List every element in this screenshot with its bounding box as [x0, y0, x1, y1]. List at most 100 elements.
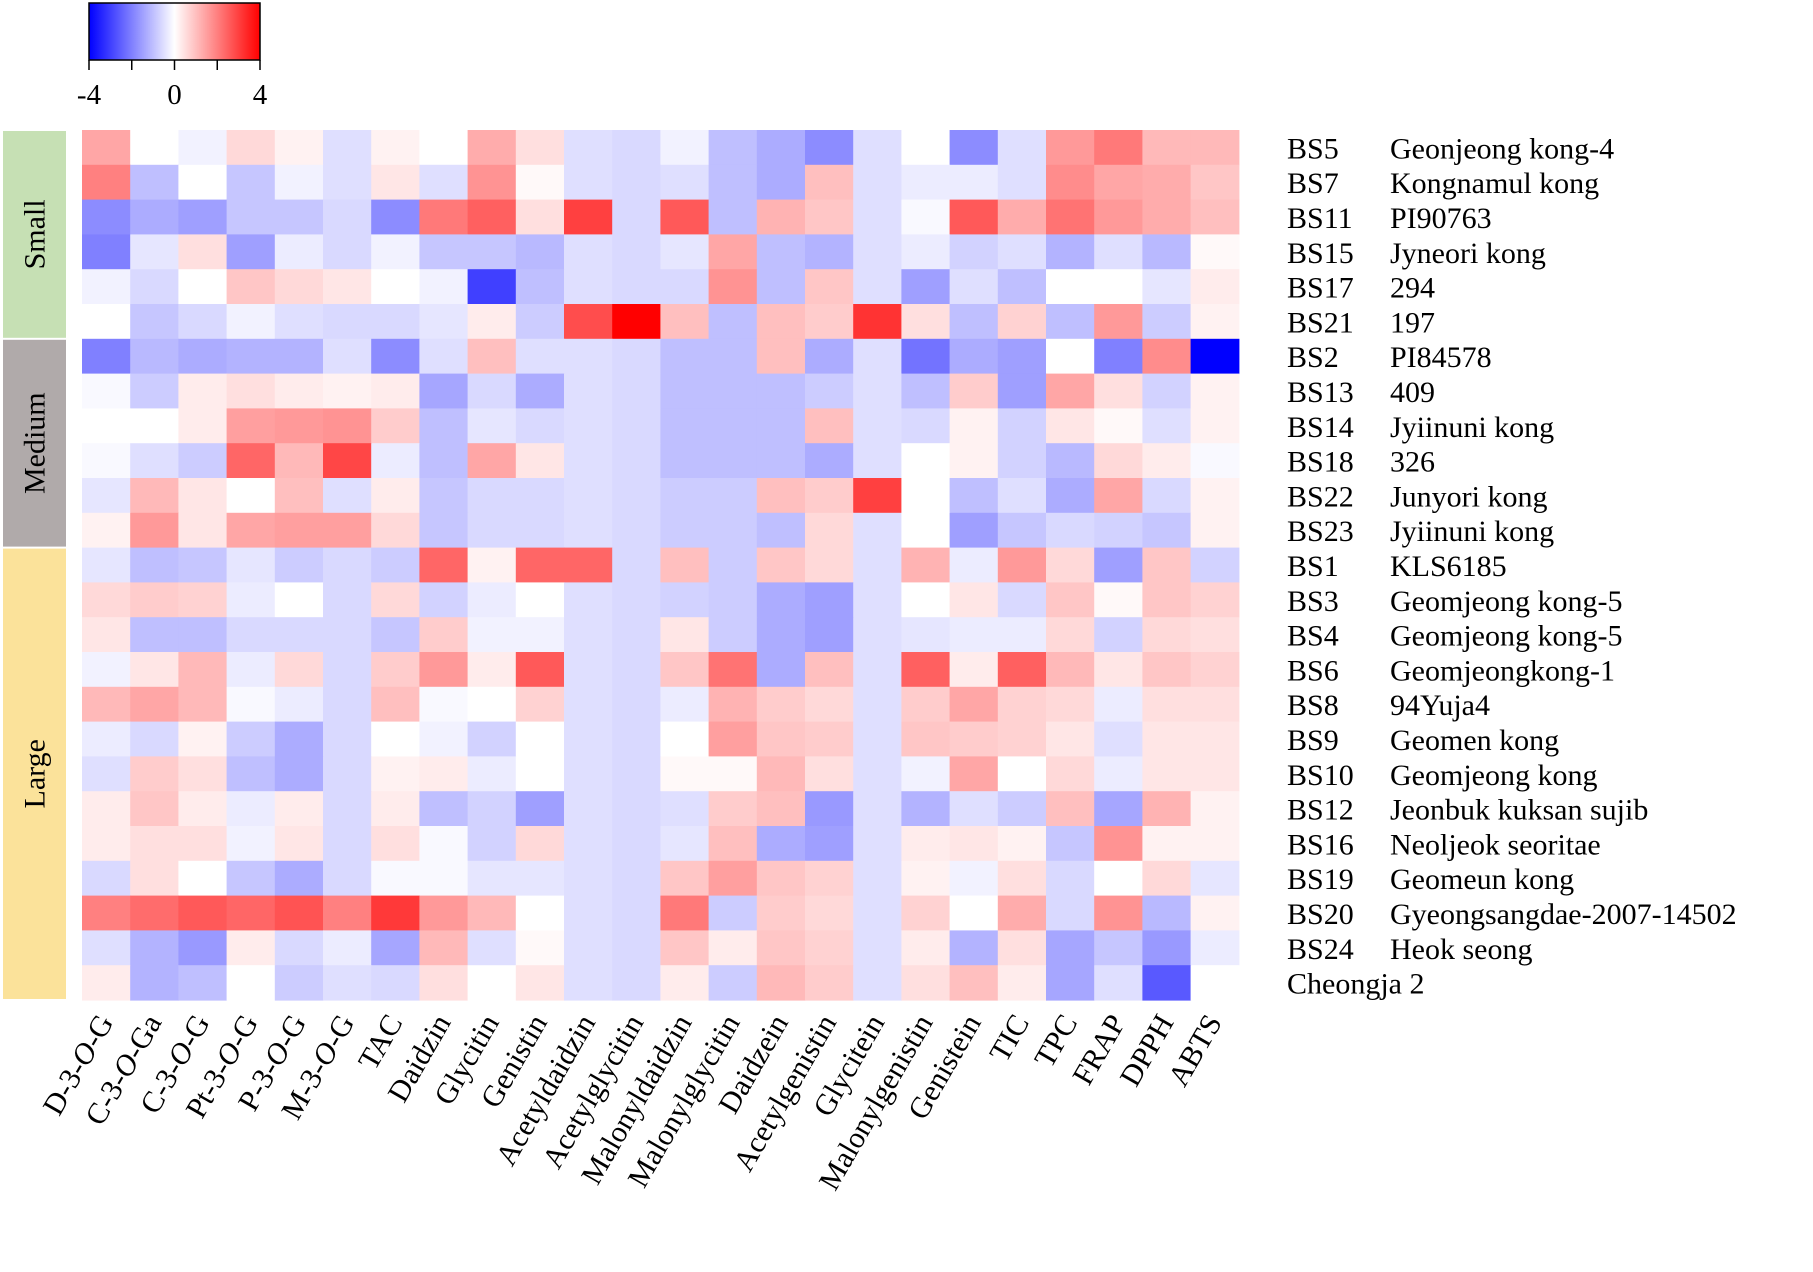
heatmap-cell: [853, 721, 902, 757]
heatmap-cell: [82, 965, 131, 1001]
row-label-name: PI90763: [1390, 202, 1492, 235]
heatmap-cell: [1094, 338, 1143, 375]
heatmap-cell: [805, 234, 854, 270]
heatmap-cell: [1094, 547, 1143, 583]
heatmap-cell: [371, 826, 420, 862]
heatmap-cell: [949, 304, 999, 340]
heatmap-cell: [467, 895, 517, 931]
row-label-name: 409: [1390, 376, 1435, 409]
heatmap-cell: [515, 791, 565, 827]
heatmap-cell: [274, 269, 324, 305]
row-label-code: BS3: [1287, 585, 1339, 618]
heatmap-cell: [708, 582, 758, 618]
heatmap-cell: [853, 443, 902, 479]
heatmap-cell: [226, 338, 276, 375]
heatmap-cell: [805, 826, 854, 862]
row-label-name: Gyeongsangdae-2007-14502: [1390, 898, 1737, 931]
heatmap-cell: [1094, 826, 1143, 862]
heatmap-cell: [756, 408, 806, 444]
heatmap-cell: [612, 930, 661, 966]
column-label: TIC: [983, 1009, 1036, 1067]
heatmap-cell: [1190, 930, 1240, 966]
heatmap-cell: [708, 895, 758, 931]
heatmap-cell: [997, 547, 1047, 583]
heatmap-cell: [419, 895, 469, 931]
heatmap-cell: [660, 234, 710, 270]
heatmap-cell: [756, 895, 806, 931]
row-label-code: BS15: [1287, 237, 1354, 270]
heatmap-cell: [1094, 930, 1143, 966]
row-label-name: Cheongja 2: [1287, 968, 1424, 1001]
heatmap-cell: [419, 582, 469, 618]
row-label-name: Jeonbuk kuksan sujib: [1390, 794, 1648, 827]
heatmap-cell: [853, 791, 902, 827]
row-label-code: BS6: [1287, 654, 1339, 687]
heatmap-cell: [805, 512, 854, 549]
heatmap-cell: [708, 269, 758, 305]
heatmap-cell: [564, 895, 613, 931]
row-label-name: Geomjeong kong: [1390, 759, 1597, 792]
heatmap-cell: [853, 965, 902, 1001]
heatmap-cell: [274, 304, 324, 340]
colorbar-tick-label: 0: [167, 79, 182, 111]
heatmap-cell: [323, 652, 372, 688]
heatmap-cell: [419, 199, 469, 235]
heatmap-cell: [371, 234, 420, 270]
heatmap-cell: [901, 826, 951, 862]
heatmap-cell: [1046, 930, 1095, 966]
group-bar: [3, 131, 66, 338]
heatmap-cell: [515, 408, 565, 444]
heatmap-cell: [82, 478, 131, 514]
heatmap-cell: [130, 234, 179, 270]
heatmap-cell: [1190, 443, 1240, 479]
heatmap-cell: [178, 721, 228, 757]
heatmap-cell: [756, 164, 806, 201]
heatmap-cell: [564, 826, 613, 862]
heatmap-cell: [564, 408, 613, 444]
heatmap-cell: [901, 860, 951, 897]
heatmap-cell: [853, 652, 902, 688]
heatmap-cell: [467, 373, 517, 409]
heatmap-cell: [853, 338, 902, 375]
row-label-code: BS18: [1287, 446, 1354, 479]
heatmap-cell: [178, 965, 228, 1001]
heatmap-cell: [564, 721, 613, 757]
heatmap-cell: [805, 930, 854, 966]
heatmap-cell: [1046, 547, 1095, 583]
heatmap-cell: [323, 965, 372, 1001]
heatmap-cell: [130, 338, 179, 375]
row-label-code: BS7: [1287, 167, 1339, 200]
heatmap-cell: [805, 408, 854, 444]
heatmap-cell: [901, 652, 951, 688]
heatmap-cell: [1142, 373, 1192, 409]
heatmap-cell: [949, 826, 999, 862]
heatmap-cell: [1190, 512, 1240, 549]
heatmap-cell: [660, 721, 710, 757]
heatmap-cell: [467, 965, 517, 1001]
heatmap-cell: [756, 652, 806, 688]
heatmap-cell: [274, 338, 324, 375]
heatmap-cell: [467, 269, 517, 305]
heatmap-cell: [82, 234, 131, 270]
heatmap-cell: [419, 826, 469, 862]
heatmap-cell: [467, 408, 517, 444]
heatmap-cell: [612, 686, 661, 723]
heatmap-cell: [660, 164, 710, 201]
heatmap-cell: [1190, 791, 1240, 827]
heatmap-cell: [419, 164, 469, 201]
heatmap-cell: [853, 686, 902, 723]
heatmap-cell: [612, 130, 661, 166]
heatmap-cell: [805, 269, 854, 305]
row-label-name: Neoljeok seoritae: [1390, 828, 1601, 861]
heatmap-cell: [323, 860, 372, 897]
heatmap-cell: [1094, 164, 1143, 201]
heatmap-cell: [419, 408, 469, 444]
heatmap-cell: [1142, 756, 1192, 792]
heatmap-cell: [1142, 582, 1192, 618]
heatmap-cell: [564, 860, 613, 897]
heatmap-cell: [853, 408, 902, 444]
heatmap-cell: [660, 443, 710, 479]
heatmap-cell: [949, 199, 999, 235]
heatmap-cell: [853, 164, 902, 201]
heatmap-cell: [467, 164, 517, 201]
